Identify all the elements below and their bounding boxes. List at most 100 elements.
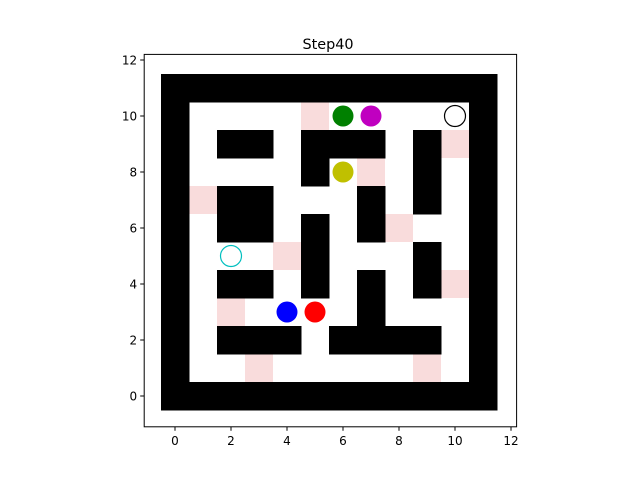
- wall-cell: [413, 326, 442, 355]
- wall-cell: [245, 326, 274, 355]
- wall-cell: [385, 74, 414, 103]
- wall-cell: [217, 186, 246, 215]
- x-tick-label: 0: [171, 434, 179, 448]
- red-agent-icon: [304, 301, 326, 323]
- wall-cell: [357, 74, 386, 103]
- wall-cell: [357, 270, 386, 299]
- wall-cell: [469, 130, 498, 159]
- y-tick-label: 10: [122, 110, 137, 124]
- wall-cell: [329, 130, 358, 159]
- highlight-cell: [441, 270, 469, 298]
- green-agent-icon: [332, 105, 354, 127]
- highlight-cell: [413, 354, 441, 382]
- wall-cell: [217, 74, 246, 103]
- highlight-cell: [385, 214, 413, 242]
- wall-cell: [385, 382, 414, 411]
- wall-cell: [245, 186, 274, 215]
- x-axis: 0 2 4 6 8 10 12: [171, 426, 519, 448]
- blue-agent-icon: [276, 301, 298, 323]
- highlight-cell: [301, 102, 329, 130]
- wall-cell: [357, 214, 386, 243]
- wall-cell: [413, 242, 442, 271]
- wall-cell: [245, 130, 274, 159]
- wall-cell: [469, 74, 498, 103]
- wall-cell: [413, 382, 442, 411]
- wall-cell: [301, 214, 330, 243]
- wall-cell: [357, 382, 386, 411]
- wall-cell: [161, 158, 190, 187]
- x-tick-label: 6: [339, 434, 347, 448]
- highlight-cell: [273, 242, 301, 270]
- wall-cell: [469, 102, 498, 131]
- wall-cell: [469, 382, 498, 411]
- wall-cell: [301, 74, 330, 103]
- wall-cell: [217, 130, 246, 159]
- wall-cell: [273, 382, 302, 411]
- wall-cell: [217, 382, 246, 411]
- y-tick-label: 12: [122, 54, 137, 68]
- wall-cell: [469, 186, 498, 215]
- wall-cell: [161, 354, 190, 383]
- y-axis: 0 2 4 6 8 10 12: [122, 54, 145, 404]
- axes-frame: [143, 53, 518, 428]
- wall-cell: [273, 74, 302, 103]
- y-tick-label: 4: [130, 278, 138, 292]
- wall-cell: [273, 326, 302, 355]
- y-tick-label: 6: [130, 222, 138, 236]
- wall-cell: [217, 214, 246, 243]
- wall-cell: [413, 158, 442, 187]
- wall-cell: [301, 242, 330, 271]
- y-tick-label: 2: [130, 334, 138, 348]
- wall-cell: [301, 382, 330, 411]
- yellow-agent-icon: [332, 161, 354, 183]
- wall-cell: [357, 130, 386, 159]
- wall-cell: [469, 298, 498, 327]
- wall-cell: [469, 158, 498, 187]
- wall-cell: [329, 326, 358, 355]
- wall-cell: [413, 186, 442, 215]
- wall-cell: [189, 74, 218, 103]
- wall-cell: [413, 270, 442, 299]
- wall-cell: [161, 298, 190, 327]
- wall-cell: [301, 270, 330, 299]
- wall-cell: [441, 382, 470, 411]
- wall-cell: [469, 214, 498, 243]
- x-tick-label: 12: [503, 434, 518, 448]
- wall-cell: [161, 382, 190, 411]
- x-tick-label: 4: [283, 434, 291, 448]
- wall-cell: [357, 326, 386, 355]
- wall-cell: [217, 270, 246, 299]
- y-tick-label: 8: [130, 166, 138, 180]
- axes-border: [143, 53, 518, 428]
- highlight-cell: [217, 298, 245, 326]
- wall-cell: [357, 298, 386, 327]
- wall-cell: [161, 242, 190, 271]
- wall-cell: [161, 130, 190, 159]
- wall-cell: [469, 354, 498, 383]
- wall-cell: [161, 102, 190, 131]
- wall-cell: [161, 74, 190, 103]
- black-goal-ring-icon: [443, 104, 467, 128]
- wall-cell: [301, 158, 330, 187]
- x-tick-label: 2: [227, 434, 235, 448]
- wall-cell: [329, 382, 358, 411]
- cyan-goal-ring-icon: [219, 244, 243, 268]
- wall-cell: [301, 130, 330, 159]
- wall-cell: [161, 326, 190, 355]
- wall-cell: [413, 130, 442, 159]
- wall-cell: [217, 326, 246, 355]
- plot-title: Step40: [302, 37, 353, 53]
- wall-cell: [161, 214, 190, 243]
- highlight-cell: [357, 158, 385, 186]
- wall-cell: [161, 270, 190, 299]
- plot-area: [161, 74, 498, 411]
- highlight-cell: [189, 186, 217, 214]
- wall-cell: [161, 186, 190, 215]
- wall-cell: [245, 74, 274, 103]
- wall-cell: [385, 326, 414, 355]
- wall-cell: [245, 214, 274, 243]
- x-tick-label: 10: [447, 434, 462, 448]
- wall-cell: [357, 186, 386, 215]
- wall-cell: [469, 326, 498, 355]
